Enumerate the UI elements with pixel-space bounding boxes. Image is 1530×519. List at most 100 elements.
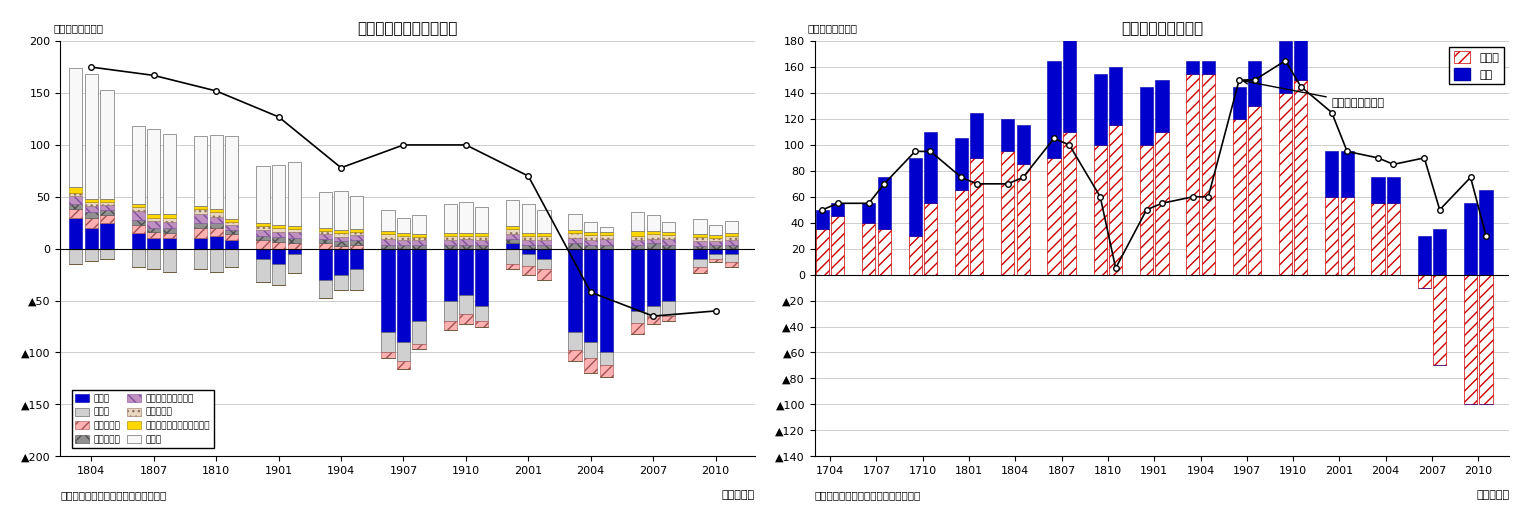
- Bar: [381, 249, 395, 332]
- Bar: [272, 165, 285, 225]
- Bar: [537, 240, 551, 244]
- Bar: [194, 209, 207, 214]
- Bar: [584, 232, 597, 235]
- Bar: [1325, 197, 1339, 275]
- Bar: [662, 316, 675, 321]
- Bar: [101, 202, 113, 205]
- Bar: [162, 233, 176, 238]
- Bar: [84, 74, 98, 199]
- Bar: [84, 217, 98, 228]
- Bar: [101, 223, 113, 249]
- Bar: [84, 199, 98, 202]
- Bar: [272, 242, 285, 249]
- Bar: [474, 249, 488, 306]
- Bar: [600, 227, 614, 232]
- Bar: [1434, 229, 1446, 275]
- Bar: [132, 249, 145, 267]
- Bar: [1386, 203, 1400, 275]
- Bar: [413, 237, 425, 240]
- Bar: [459, 233, 473, 236]
- Bar: [647, 215, 659, 231]
- Bar: [1063, 132, 1076, 275]
- Bar: [335, 275, 347, 290]
- Bar: [381, 231, 395, 234]
- Text: （資料）総務省統計局「労働力調査」: （資料）総務省統計局「労働力調査」: [815, 490, 921, 500]
- Bar: [444, 321, 457, 330]
- Bar: [194, 238, 207, 249]
- Legend: 非正規, 正規: 非正規, 正規: [1449, 47, 1504, 84]
- Bar: [335, 241, 347, 245]
- Bar: [878, 229, 890, 275]
- Bar: [84, 249, 98, 261]
- Bar: [1480, 275, 1493, 404]
- Bar: [506, 239, 519, 243]
- Bar: [569, 332, 581, 350]
- Bar: [225, 234, 239, 240]
- Bar: [396, 342, 410, 361]
- Bar: [225, 222, 239, 225]
- Bar: [84, 202, 98, 206]
- Legend: 製造業, 建設業, 卸売・小売, 運輸・郵便, 宿泊・飲食サービス, 医療・福祉, 生活関連サービス・娯楽業, その他: 製造業, 建設業, 卸売・小売, 運輸・郵便, 宿泊・飲食サービス, 医療・福祉…: [72, 390, 214, 447]
- Bar: [970, 113, 984, 158]
- Bar: [584, 235, 597, 240]
- Bar: [647, 239, 659, 243]
- Bar: [396, 236, 410, 240]
- Bar: [350, 229, 363, 232]
- Bar: [396, 244, 410, 249]
- Bar: [1371, 203, 1385, 275]
- Bar: [662, 235, 675, 239]
- Bar: [1048, 61, 1060, 158]
- Bar: [630, 236, 644, 240]
- Bar: [1248, 106, 1261, 275]
- Bar: [335, 190, 347, 230]
- Bar: [210, 209, 223, 212]
- Bar: [381, 239, 395, 244]
- Bar: [1186, 61, 1200, 74]
- Bar: [522, 233, 536, 236]
- Bar: [725, 240, 737, 244]
- Bar: [288, 232, 301, 238]
- Bar: [1109, 67, 1121, 126]
- Bar: [1201, 74, 1215, 275]
- Bar: [147, 214, 161, 217]
- Bar: [569, 249, 581, 332]
- Title: 産業別・就業者数の推移: 産業別・就業者数の推移: [356, 21, 457, 36]
- Bar: [662, 249, 675, 301]
- Bar: [147, 238, 161, 249]
- Bar: [863, 223, 875, 275]
- Bar: [318, 249, 332, 280]
- Bar: [584, 249, 597, 342]
- Bar: [506, 249, 519, 264]
- Bar: [162, 249, 176, 271]
- Bar: [630, 311, 644, 323]
- Bar: [537, 210, 551, 233]
- Bar: [69, 204, 83, 209]
- Bar: [537, 269, 551, 280]
- Text: （年・月）: （年・月）: [1476, 490, 1509, 500]
- Bar: [335, 245, 347, 249]
- Bar: [600, 235, 614, 239]
- Bar: [335, 237, 347, 241]
- Bar: [1386, 177, 1400, 203]
- Bar: [194, 223, 207, 228]
- Bar: [132, 204, 145, 207]
- Bar: [647, 231, 659, 234]
- Bar: [474, 240, 488, 244]
- Bar: [600, 244, 614, 249]
- Bar: [162, 222, 176, 228]
- Bar: [708, 241, 722, 244]
- Bar: [444, 236, 457, 240]
- Bar: [288, 226, 301, 229]
- Bar: [381, 210, 395, 231]
- Bar: [725, 221, 737, 233]
- Bar: [225, 230, 239, 234]
- Bar: [101, 90, 113, 199]
- Bar: [1480, 190, 1493, 275]
- Bar: [257, 236, 269, 240]
- Bar: [1233, 87, 1245, 119]
- Bar: [662, 222, 675, 232]
- Bar: [413, 321, 425, 344]
- Bar: [693, 259, 707, 267]
- Bar: [878, 177, 890, 229]
- Bar: [444, 249, 457, 301]
